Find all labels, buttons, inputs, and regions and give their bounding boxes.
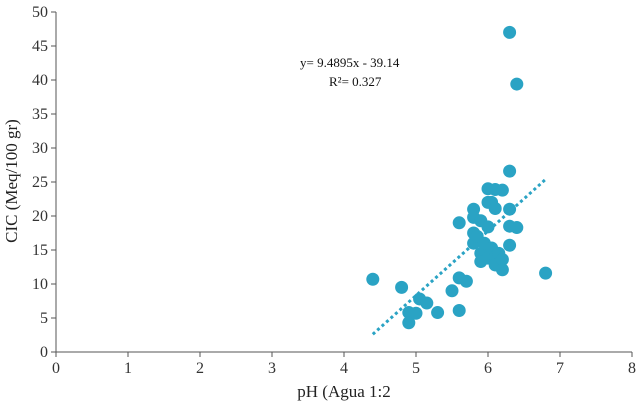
x-tick-label: 7 <box>556 360 564 377</box>
data-point <box>459 274 473 288</box>
axes <box>51 11 633 357</box>
y-tick-label: 15 <box>32 242 48 259</box>
data-point <box>503 25 517 39</box>
data-point <box>402 316 416 330</box>
r-squared-label: R²= 0.327 <box>329 74 382 89</box>
data-point <box>495 183 509 197</box>
y-tick-label: 45 <box>32 38 48 55</box>
y-tick-label: 35 <box>32 106 48 123</box>
y-tick-label: 20 <box>32 208 48 225</box>
data-point <box>488 202 502 216</box>
plot-area <box>366 25 553 336</box>
data-point <box>445 284 459 298</box>
data-point <box>366 272 380 286</box>
x-tick-label: 3 <box>268 360 276 377</box>
data-point <box>481 220 495 234</box>
x-tick-label: 4 <box>340 360 348 377</box>
y-tick-label: 30 <box>32 140 48 157</box>
trendline-equation: y= 9.4895x - 39.14 <box>300 55 400 70</box>
x-axis-title: pH (Agua 1:2 <box>297 382 390 401</box>
data-point <box>495 253 509 267</box>
data-point <box>510 77 524 91</box>
y-tick-label: 10 <box>32 276 48 293</box>
data-point <box>395 280 409 294</box>
x-tick-label: 2 <box>196 360 204 377</box>
y-tick-label: 5 <box>40 310 48 327</box>
y-tick-label: 25 <box>32 174 48 191</box>
trendline <box>371 178 547 336</box>
data-point <box>431 306 445 320</box>
data-point <box>503 238 517 252</box>
x-tick-label: 8 <box>628 360 636 377</box>
data-point <box>495 263 509 277</box>
data-point <box>452 304 466 318</box>
data-point <box>420 296 434 310</box>
x-tick-label: 0 <box>52 360 60 377</box>
y-axis-title: CIC (Meq/100 gr) <box>2 119 21 243</box>
x-tick-label: 1 <box>124 360 132 377</box>
data-point <box>452 216 466 230</box>
data-point <box>503 164 517 178</box>
data-point <box>539 266 553 280</box>
data-point <box>510 221 524 235</box>
x-tick-label: 5 <box>412 360 420 377</box>
y-tick-label: 0 <box>40 344 48 361</box>
data-point <box>503 202 517 216</box>
x-tick-label: 6 <box>484 360 492 377</box>
y-tick-label: 50 <box>32 4 48 21</box>
y-tick-label: 40 <box>32 72 48 89</box>
data-point <box>409 306 423 320</box>
